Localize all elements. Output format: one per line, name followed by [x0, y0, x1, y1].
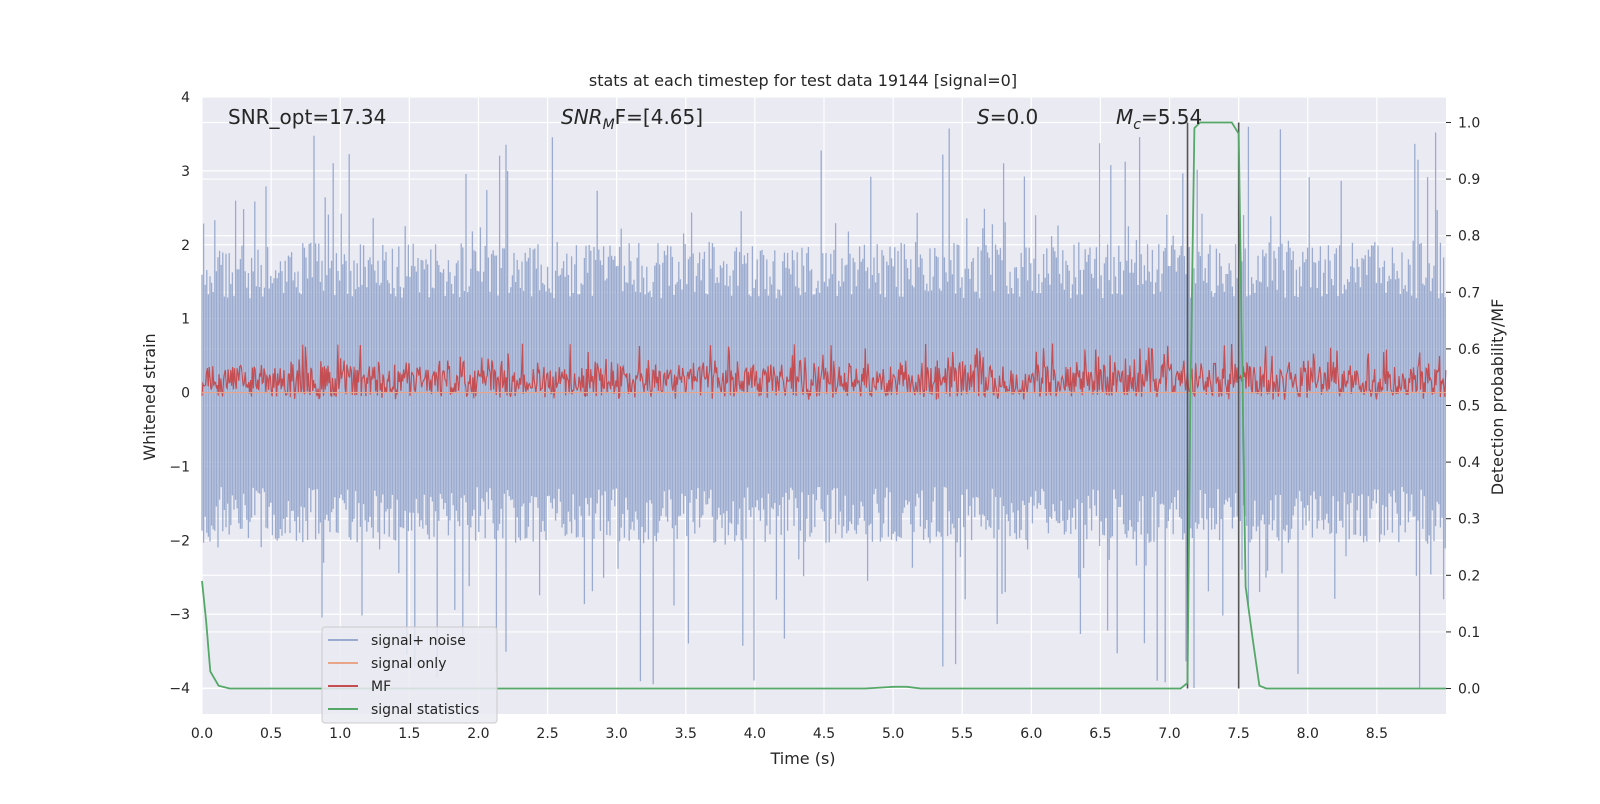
- y-right-tick-label: 0.2: [1458, 568, 1480, 584]
- y-right-tick-label: 0.9: [1458, 172, 1480, 188]
- y-left-tick-label: 2: [181, 238, 190, 254]
- x-tick-label: 0.0: [191, 726, 213, 742]
- legend-box: [321, 626, 498, 724]
- legend-label-mf: MF: [371, 679, 391, 695]
- x-axis-label: Time (s): [769, 749, 835, 768]
- chart-title: stats at each timestep for test data 191…: [589, 71, 1017, 90]
- x-tick-label: 5.0: [882, 726, 904, 742]
- annotation-s: S=0.0: [977, 105, 1038, 129]
- x-tick-label: 7.0: [1158, 726, 1180, 742]
- x-tick-label: 3.0: [606, 726, 628, 742]
- x-tick-label: 4.0: [744, 726, 766, 742]
- x-tick-label: 8.0: [1297, 726, 1319, 742]
- x-tick-label: 1.5: [398, 726, 420, 742]
- y-left-tick-label: 0: [181, 386, 190, 402]
- y-left-axis-label: Whitened strain: [140, 333, 159, 460]
- y-left-tick-label: −3: [169, 607, 190, 623]
- series-signal-statistics: [201, 121, 1446, 690]
- y-right-tick-label: 0.1: [1458, 625, 1480, 641]
- y-right-tick-label: 0.6: [1458, 342, 1480, 358]
- legend-label-noise: signal+ noise: [371, 633, 466, 649]
- x-tick-label: 6.5: [1089, 726, 1111, 742]
- y-right-tick-label: 0.0: [1458, 682, 1480, 698]
- y-right-tick-label: 0.4: [1458, 455, 1480, 471]
- x-tick-label: 0.5: [260, 726, 282, 742]
- annotation-snr-mf: SNRMF=[4.65]: [561, 105, 703, 133]
- y-left-tick-label: 4: [181, 90, 190, 106]
- y-right-axis-ticks: 0.0 0.1 0.2 0.3 0.4 0.5 0.6 0.7 0.8 0.9 1.0: [1446, 115, 1480, 698]
- x-tick-label: 4.5: [813, 726, 835, 742]
- y-left-tick-label: 1: [181, 312, 190, 328]
- legend-label-signal-only: signal only: [371, 656, 446, 672]
- y-right-axis-label: Detection probability/MF: [1488, 299, 1507, 496]
- x-tick-label: 2.5: [536, 726, 558, 742]
- x-tick-label: 5.5: [951, 726, 973, 742]
- legend-label-signal-statistics: signal statistics: [371, 702, 479, 718]
- y-right-tick-label: 1.0: [1458, 115, 1480, 131]
- x-tick-label: 1.0: [329, 726, 351, 742]
- y-left-tick-label: −2: [169, 533, 190, 549]
- y-right-tick-label: 0.3: [1458, 512, 1480, 528]
- x-tick-label: 3.5: [675, 726, 697, 742]
- y-left-tick-label: 3: [181, 164, 190, 180]
- annotation-snr-opt: SNR_opt=17.34: [228, 105, 386, 129]
- legend: signal+ noise signal only MF signal stat…: [321, 626, 498, 724]
- y-left-axis-ticks: −4 −3 −2 −1 0 1 2 3 4: [169, 90, 190, 697]
- x-tick-label: 2.0: [467, 726, 489, 742]
- y-right-tick-label: 0.7: [1458, 285, 1480, 301]
- annotation-mc: Mc=5.54: [1116, 105, 1202, 133]
- y-left-tick-label: −1: [169, 459, 190, 475]
- y-left-tick-label: −4: [169, 681, 190, 697]
- y-right-tick-label: 0.8: [1458, 229, 1480, 245]
- x-tick-label: 7.5: [1228, 726, 1250, 742]
- x-tick-label: 8.5: [1366, 726, 1388, 742]
- x-axis-ticks: 0.0 0.5 1.0 1.5 2.0 2.5 3.0 3.5 4.0 4.5 5.0 5.5 6.0 6…: [191, 726, 1388, 742]
- y-right-tick-label: 0.5: [1458, 399, 1480, 415]
- x-tick-label: 6.0: [1020, 726, 1042, 742]
